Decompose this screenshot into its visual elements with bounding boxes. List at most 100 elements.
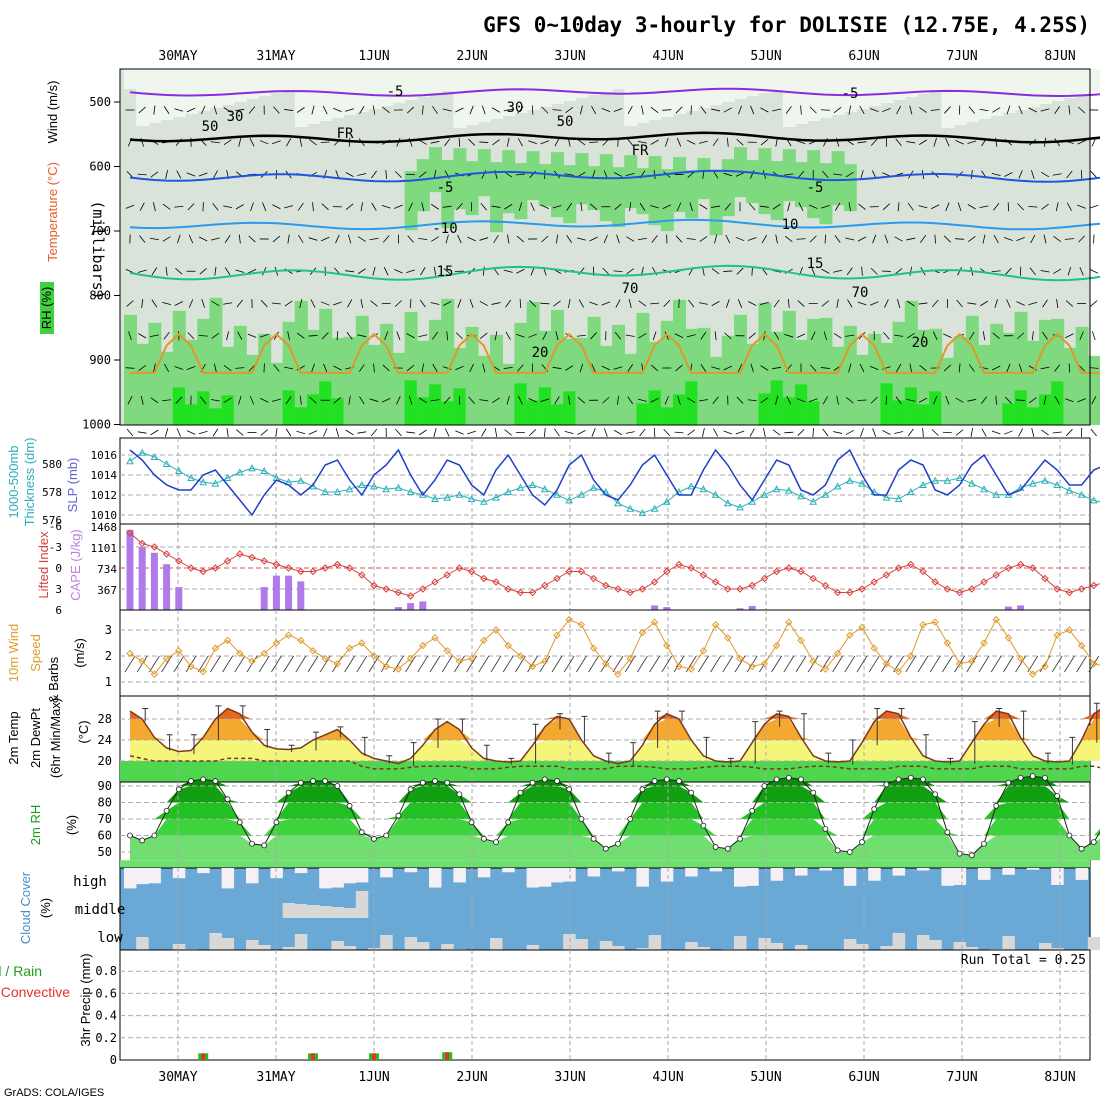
li-point (663, 567, 671, 576)
wind-speed-point (321, 654, 329, 663)
thickness-point (614, 499, 622, 507)
wind-barb (641, 105, 644, 115)
wind-barb (625, 431, 635, 434)
contour-freezing (129, 131, 1100, 144)
wind-barb (711, 366, 721, 370)
rh-point (688, 789, 695, 796)
surface-barb (588, 655, 599, 673)
wind-barb (407, 235, 414, 243)
rh-layer-light (368, 69, 381, 109)
thickness-point (687, 482, 696, 490)
wind-barb (516, 333, 525, 338)
wind-barb (200, 396, 207, 404)
wind-barb (652, 331, 657, 341)
wind-barb (798, 202, 804, 211)
rh-layer-low (868, 333, 882, 425)
wind-barb (857, 301, 867, 306)
li-point (187, 564, 195, 572)
li-point (1029, 564, 1037, 572)
wind-barb (698, 140, 708, 144)
wind-barb (1041, 203, 1049, 210)
li-point (577, 567, 586, 576)
thickness-point (406, 487, 415, 495)
wind-barb (712, 170, 719, 179)
wind-barb (442, 205, 452, 208)
day-label-bottom: 1JUN (358, 1070, 389, 1085)
cloud-high-clear (270, 868, 283, 879)
thickness-point (626, 504, 635, 512)
wind-barb (299, 137, 303, 147)
contour-minus5-mid (129, 169, 1100, 183)
wind-barb (650, 205, 660, 209)
wind-speed-point (394, 665, 403, 673)
wind-barb (1028, 301, 1038, 306)
temp-tick: 28 (98, 712, 112, 726)
cloud-low (770, 943, 784, 950)
rh-point (798, 776, 804, 783)
wind-barb (1018, 170, 1023, 179)
li-point (1053, 585, 1061, 593)
wind-barb (918, 205, 928, 209)
rh-layer-saturated (319, 381, 333, 425)
cloud-high-clear (172, 868, 186, 879)
li-point (516, 588, 525, 597)
wind-barb (906, 237, 916, 241)
li-point (638, 585, 647, 593)
wind-barb (177, 234, 181, 244)
wind-barb (201, 105, 206, 115)
wind-barb (664, 331, 669, 341)
wind-barb (223, 365, 232, 371)
wind-barb (748, 203, 756, 211)
contour-label: 30 (507, 100, 524, 116)
wind-speed-point (1065, 626, 1074, 634)
wind-barb (163, 106, 170, 114)
wind-barb (1077, 398, 1086, 403)
wind-barb (382, 235, 390, 243)
precip-tick: 0.8 (95, 964, 117, 978)
wind-barb (589, 141, 599, 144)
li-tick: 6 (55, 604, 62, 617)
wind-barb (686, 334, 696, 338)
wind-barb (174, 301, 184, 306)
wind-barb (836, 395, 839, 405)
wind-barb (650, 302, 660, 305)
cloud-low (685, 942, 698, 950)
wind-barb (772, 203, 781, 210)
rh-point (724, 845, 731, 852)
wind-barb (1077, 204, 1086, 209)
day-label-bottom: 3JUN (554, 1070, 585, 1085)
wind-barb (651, 235, 658, 243)
wind-barb (711, 205, 721, 208)
li-point (358, 571, 366, 579)
rh-point (810, 789, 817, 796)
wind-barb (141, 298, 144, 309)
wind-speed-point (748, 662, 756, 671)
wind-barb (894, 236, 903, 242)
rh-layer-mid (453, 148, 467, 210)
thickness-point (150, 452, 159, 460)
profile-label-temp: Temperature (°C) (45, 162, 60, 262)
li-point (785, 564, 793, 572)
rh-point (334, 783, 341, 789)
li-point (1077, 585, 1086, 593)
wind-barb (275, 427, 278, 438)
rh-layer-saturated (526, 400, 540, 425)
cloud-high-clear (197, 868, 210, 874)
wind-barb (663, 428, 671, 437)
wind-barb (407, 106, 415, 114)
wind-barb (772, 366, 782, 370)
wind-barb (382, 106, 390, 114)
wind-barb (870, 138, 878, 146)
rh-layer-light (1075, 69, 1089, 95)
wind-barb (138, 364, 147, 372)
wind-barb (176, 170, 182, 179)
cloud-low (441, 944, 454, 950)
wind-barb (308, 430, 318, 435)
wind-barb (419, 171, 427, 178)
wind-barb (822, 396, 828, 405)
wind-barb (591, 428, 596, 437)
day-label-bottom: 2JUN (456, 1070, 487, 1085)
rh-layer-saturated (795, 384, 808, 425)
cape-tick: 367 (97, 584, 117, 597)
